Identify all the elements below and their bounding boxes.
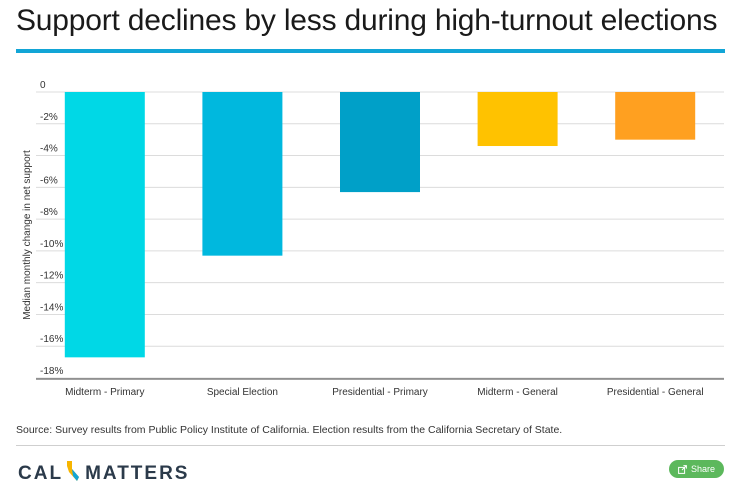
footer-divider (16, 445, 725, 446)
x-tick-label: Special Election (207, 387, 278, 398)
bar (340, 92, 420, 193)
y-tick-label: -18% (40, 366, 63, 377)
x-tick-label: Midterm - General (477, 387, 558, 398)
calmatters-logo[interactable]: CAL MATTERS (18, 460, 189, 488)
share-label: Share (690, 464, 716, 474)
y-tick-label: -12% (40, 271, 63, 282)
bar (477, 92, 558, 147)
y-tick-label: -16% (40, 334, 63, 345)
bar (202, 92, 283, 256)
y-tick-label: 0 (40, 80, 46, 91)
source-note: Source: Survey results from Public Polic… (16, 424, 563, 436)
chart-title: Support declines by less during high-tur… (16, 4, 718, 37)
bar (64, 92, 145, 358)
x-tick-label: Presidential - General (607, 387, 704, 398)
bar (615, 92, 696, 140)
share-icon (678, 464, 687, 474)
x-tick-label: Midterm - Primary (65, 387, 144, 398)
california-icon (65, 460, 81, 488)
y-tick-label: -4% (40, 144, 58, 155)
x-tick-label: Presidential - Primary (332, 387, 428, 398)
logo-text-left: CAL (18, 463, 64, 484)
logo-text-right: MATTERS (85, 463, 190, 484)
bar-chart: 0-2%-4%-6%-8%-10%-12%-14%-16%-18%Midterm… (22, 80, 724, 398)
y-tick-label: -14% (40, 302, 63, 313)
y-tick-label: -10% (40, 239, 63, 250)
y-tick-label: -8% (40, 207, 58, 218)
y-axis-label: Median monthly change in net support (22, 150, 33, 320)
title-rule (16, 49, 725, 53)
share-button[interactable]: Share (669, 460, 724, 478)
y-tick-label: -2% (40, 112, 58, 123)
y-tick-label: -6% (40, 175, 58, 186)
